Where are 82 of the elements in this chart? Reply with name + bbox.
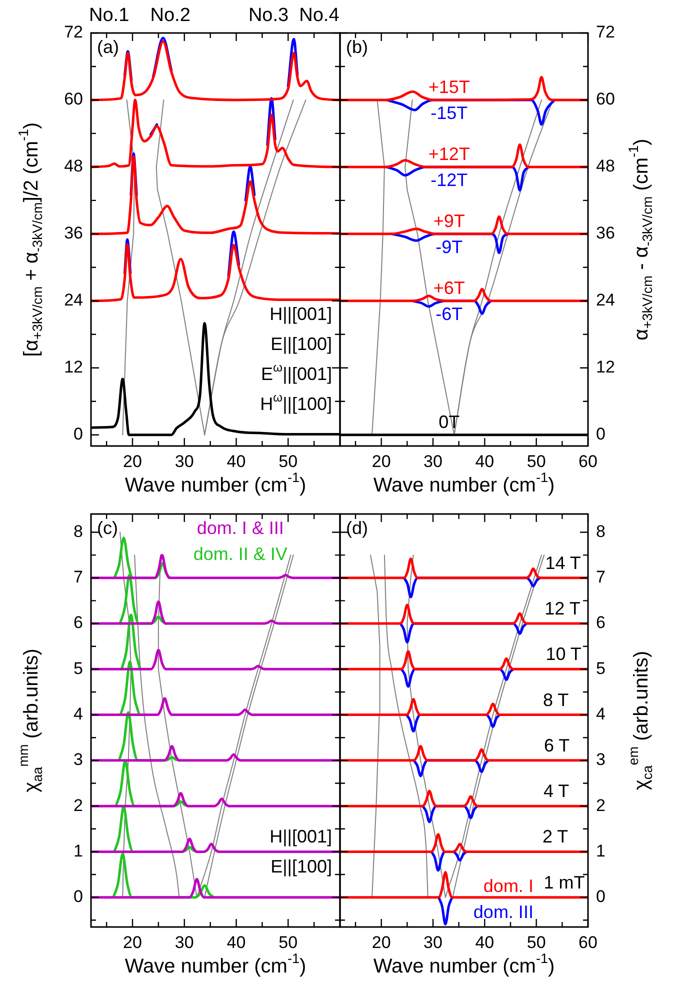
y-axis-title: [α+3kV/cm + α-3kV/cm]/2 (cm-1) bbox=[16, 122, 45, 357]
annotation: E||[100] bbox=[270, 856, 332, 876]
series-label: +6T bbox=[433, 278, 465, 298]
series-label: dom. II & IV bbox=[193, 544, 288, 564]
annotation: 4 T bbox=[543, 781, 570, 802]
y-tick-label: 0 bbox=[74, 887, 83, 906]
y-axis-title: χaamm (arb.units) bbox=[16, 648, 45, 792]
series-label: -15T bbox=[430, 102, 468, 123]
y-tick-label: 24 bbox=[64, 290, 83, 310]
series-label: -12T bbox=[430, 170, 468, 190]
chart-title: (d) bbox=[346, 518, 368, 538]
y-tick-label: 4 bbox=[74, 704, 83, 724]
y-tick-label: 5 bbox=[596, 658, 606, 678]
x-tick-label: 50 bbox=[526, 932, 546, 952]
x-tick-label: 30 bbox=[174, 932, 194, 952]
x-tick-label: 20 bbox=[123, 932, 142, 952]
series-label: +9T bbox=[433, 210, 465, 231]
y-axis-title: χcaem (arb.units) bbox=[626, 650, 655, 790]
y-tick-label: 48 bbox=[596, 156, 615, 176]
annotation: 10 T bbox=[546, 644, 582, 664]
chart-title: (c) bbox=[97, 518, 118, 538]
x-tick-label: 20 bbox=[372, 932, 391, 952]
y-tick-label: 60 bbox=[64, 90, 83, 109]
annotation: 8 T bbox=[542, 690, 569, 710]
y-tick-label: 24 bbox=[596, 290, 615, 310]
y-tick-label: 36 bbox=[596, 224, 615, 243]
y-tick-label: 0 bbox=[596, 424, 606, 444]
x-tick-label: 50 bbox=[278, 932, 298, 952]
y-tick-label: 36 bbox=[64, 224, 83, 243]
x-tick-label: 20 bbox=[123, 452, 142, 471]
annotation: 6 T bbox=[544, 735, 570, 756]
y-tick-label: 60 bbox=[596, 90, 615, 109]
series-label: +15T bbox=[428, 76, 470, 97]
text: dom. I & III bbox=[196, 518, 284, 538]
annotation: 2 T bbox=[542, 826, 568, 847]
y-tick-label: 0 bbox=[596, 887, 606, 906]
x-tick-label: 40 bbox=[475, 452, 494, 471]
annotation: H||[001] bbox=[270, 304, 332, 324]
chart-title: (a) bbox=[97, 36, 119, 57]
annotation: H||[001] bbox=[270, 826, 332, 846]
y-tick-label: 8 bbox=[596, 522, 606, 541]
series-label: dom. I bbox=[483, 876, 534, 896]
y-tick-label: 12 bbox=[596, 358, 615, 377]
chart-title: (b) bbox=[346, 36, 368, 57]
y-tick-label: 1 bbox=[596, 841, 606, 860]
y-tick-label: 3 bbox=[74, 750, 83, 770]
y-tick-label: 3 bbox=[596, 750, 606, 770]
x-tick-label: 50 bbox=[278, 452, 298, 471]
y-tick-label: 5 bbox=[74, 658, 83, 678]
x-tick-label: 20 bbox=[372, 452, 391, 471]
x-tick-label: 40 bbox=[226, 452, 246, 471]
y-tick-label: 7 bbox=[74, 568, 83, 587]
x-tick-label: 50 bbox=[526, 452, 546, 471]
annotation: 12 T bbox=[544, 598, 580, 618]
y-tick-label: 2 bbox=[596, 796, 606, 815]
y-tick-label: 7 bbox=[596, 568, 606, 587]
annotation: E||[100] bbox=[270, 334, 332, 354]
y-tick-label: 48 bbox=[64, 156, 83, 176]
y-tick-label: 0 bbox=[74, 424, 83, 444]
y-tick-label: 72 bbox=[596, 22, 615, 42]
x-tick-label: 30 bbox=[424, 452, 442, 471]
series-label: -9T bbox=[436, 236, 463, 257]
series-label: +12T bbox=[428, 144, 470, 164]
y-tick-label: 1 bbox=[74, 841, 83, 860]
x-tick-label: 30 bbox=[174, 452, 194, 471]
series-label: 0T bbox=[438, 412, 460, 432]
annotation: 1 mT bbox=[544, 872, 585, 892]
y-tick-label: 6 bbox=[74, 613, 83, 632]
x-tick-label: 30 bbox=[424, 932, 442, 952]
y-tick-label: 4 bbox=[596, 704, 606, 724]
y-tick-label: 2 bbox=[74, 796, 83, 815]
y-tick-label: 12 bbox=[64, 358, 83, 377]
y-tick-label: 8 bbox=[74, 522, 83, 541]
series-label: -6T bbox=[436, 304, 463, 324]
x-tick-label: 40 bbox=[475, 932, 494, 952]
series-label: dom. III bbox=[473, 902, 534, 922]
y-tick-label: 72 bbox=[64, 22, 83, 42]
x-tick-label: 40 bbox=[226, 932, 246, 952]
annotation: 14 T bbox=[545, 552, 581, 573]
y-tick-label: 6 bbox=[596, 613, 606, 632]
chart-subtitle: No.1 No.2 No.3 No.4 bbox=[89, 5, 340, 26]
y-axis-title: α+3kV/cm - α-3kV/cm (cm-1) bbox=[626, 138, 655, 340]
